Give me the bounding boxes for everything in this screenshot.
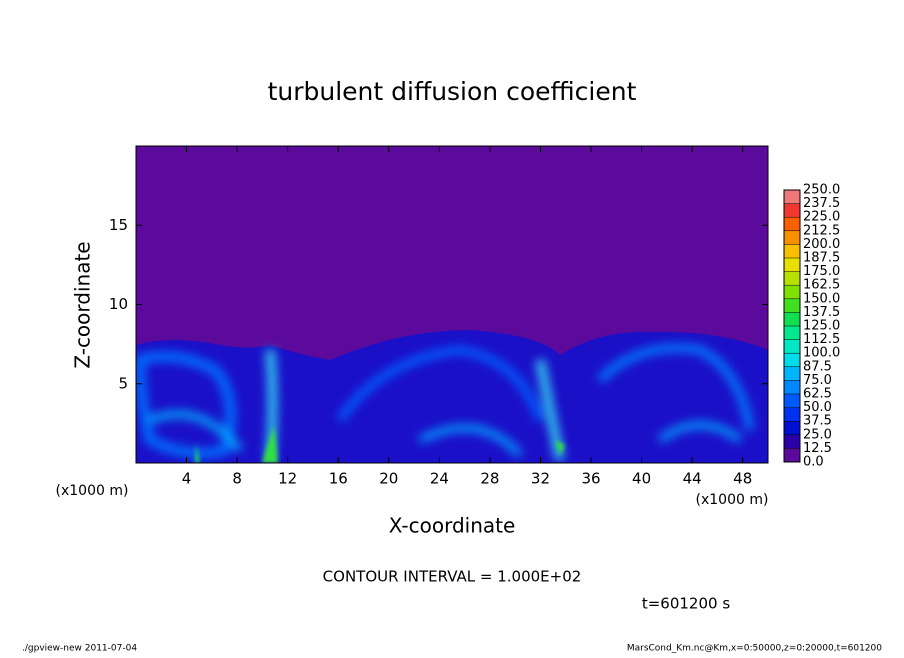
- colorbar-segment: [784, 394, 800, 408]
- x-axis-label: X-coordinate: [389, 514, 516, 538]
- colorbar-segment: [784, 217, 800, 231]
- colorbar-segment: [784, 421, 800, 435]
- colorbar-label: 125.0: [803, 319, 840, 334]
- x-tick-label: 4: [182, 470, 192, 488]
- colorbar-label: 37.5: [803, 414, 832, 429]
- field: [136, 146, 768, 463]
- y-unit-label: (x1000 m): [56, 483, 129, 499]
- y-tick-label: 5: [118, 374, 128, 392]
- colorbar-segment: [784, 326, 800, 340]
- colorbar-label: 150.0: [803, 291, 840, 306]
- colorbar-label: 50.0: [803, 400, 832, 415]
- colorbar-segment: [784, 434, 800, 449]
- x-tick-label: 16: [329, 470, 348, 488]
- chart-title: turbulent diffusion coefficient: [268, 77, 637, 106]
- x-tick-label: 40: [632, 470, 651, 488]
- colorbar-label: 12.5: [803, 441, 832, 456]
- x-tick-label: 44: [683, 470, 702, 488]
- y-tick-label: 10: [109, 295, 128, 313]
- x-unit-label: (x1000 m): [696, 492, 769, 508]
- colorbar-segment: [784, 339, 800, 354]
- colorbar-label: 175.0: [803, 264, 840, 279]
- colorbar-label: 75.0: [803, 373, 832, 388]
- colorbar-segment: [784, 244, 800, 258]
- colorbar-segment: [784, 203, 800, 218]
- colorbar-label: 100.0: [803, 346, 840, 361]
- colorbar-segment: [784, 230, 800, 245]
- footer-left: ./gpview-new 2011-07-04: [22, 644, 137, 654]
- colorbar-segment: [784, 353, 800, 367]
- colorbar-segment: [784, 258, 800, 272]
- colorbar-segment: [784, 271, 800, 286]
- colorbar-label: 212.5: [803, 223, 840, 238]
- colorbar-segment: [784, 285, 800, 299]
- x-tick-label: 32: [531, 470, 550, 488]
- colorbar-label: 237.5: [803, 196, 840, 211]
- colorbar-label: 62.5: [803, 387, 832, 402]
- colorbar-label: 87.5: [803, 359, 832, 374]
- colorbar-label: 137.5: [803, 305, 840, 320]
- field-shape: [136, 344, 754, 461]
- time-label: t=601200 s: [642, 595, 730, 613]
- colorbar-label: 200.0: [803, 237, 840, 252]
- x-tick-label: 36: [581, 470, 600, 488]
- colorbar-label: 25.0: [803, 427, 832, 442]
- colorbar-label: 225.0: [803, 210, 840, 225]
- colorbar-segment: [784, 448, 800, 462]
- y-tick-label: 15: [109, 216, 128, 234]
- colorbar-segment: [784, 366, 800, 381]
- colorbar-segment: [784, 407, 800, 422]
- colorbar-label: 112.5: [803, 332, 840, 347]
- colorbar-label: 0.0: [803, 455, 824, 470]
- x-tick-label: 48: [733, 470, 752, 488]
- footer-right: MarsCond_Km.nc@Km,x=0:50000,z=0:20000,t=…: [627, 644, 882, 654]
- colorbar-label: 162.5: [803, 278, 840, 293]
- x-tick-label: 24: [430, 470, 449, 488]
- x-tick-label: 8: [232, 470, 242, 488]
- colorbar-label: 187.5: [803, 251, 840, 266]
- x-tick-label: 20: [379, 470, 398, 488]
- colorbar-segment: [784, 312, 800, 326]
- colorbar-segment: [784, 298, 800, 313]
- field-shape: [136, 330, 768, 463]
- colorbar-segment: [784, 380, 800, 394]
- colorbar-segment: [784, 190, 800, 204]
- colorbar-label: 250.0: [803, 183, 840, 198]
- y-axis-label: Z-coordinate: [71, 241, 95, 368]
- x-tick-label: 12: [278, 470, 297, 488]
- contour-interval: CONTOUR INTERVAL = 1.000E+02: [323, 568, 582, 586]
- x-tick-label: 28: [480, 470, 499, 488]
- field-shape: [195, 425, 565, 463]
